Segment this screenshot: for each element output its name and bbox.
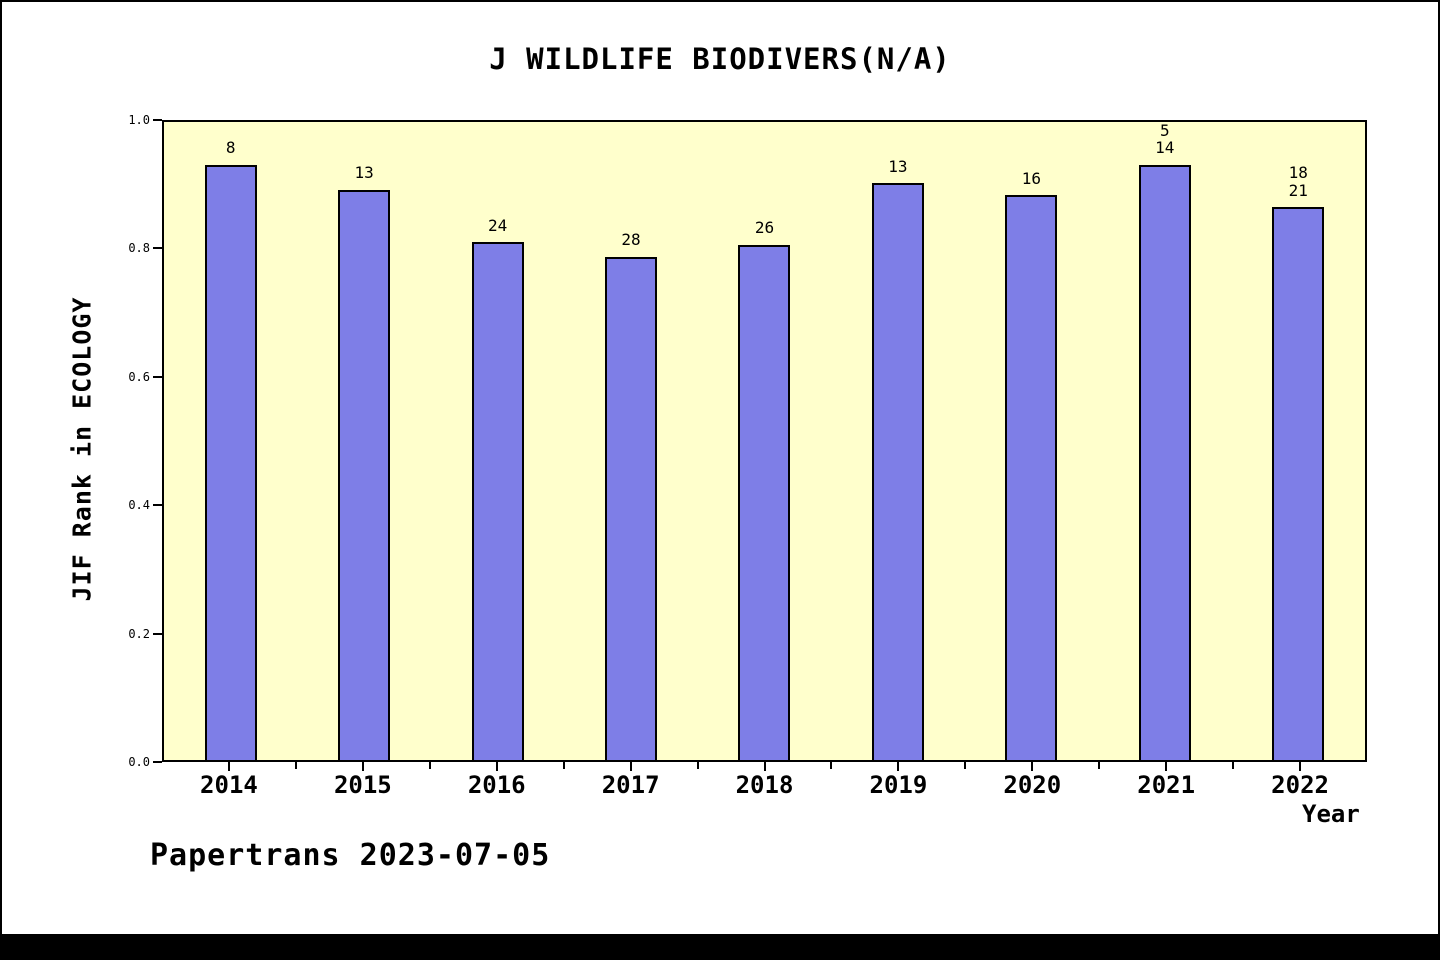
y-tick-mark: [153, 632, 162, 635]
y-tick-mark: [153, 504, 162, 507]
y-tick-label-0.8: 0.8: [128, 241, 150, 256]
bar-value-label: 5 14: [1155, 121, 1175, 158]
bar-value-label: 16: [1021, 169, 1041, 189]
x-minor-tick-mark: [1232, 762, 1235, 769]
x-tick-label-2017: 2017: [601, 771, 660, 799]
chart-title: J WILDLIFE BIODIVERS(N/A): [489, 42, 951, 76]
x-axis-tick-labels: 2014 2015 2016 2017 2018 2019 2020 2021 2022: [162, 771, 1367, 799]
x-minor-tick-mark: [964, 762, 967, 769]
bar-value-label: 24: [487, 215, 508, 235]
bar-value-label: 13: [354, 163, 374, 183]
bar-2019[interactable]: [871, 183, 924, 760]
x-tick-mark: [361, 762, 364, 771]
x-minor-tick-mark: [294, 762, 297, 769]
bar-2021[interactable]: [1138, 164, 1191, 760]
y-tick-label-0.6: 0.6: [128, 369, 150, 384]
bar-value-label: 18 21: [1288, 163, 1308, 200]
bar-slot: 5 14: [1098, 122, 1231, 760]
y-tick-mark: [153, 247, 162, 250]
bar-value-label: 26: [754, 218, 775, 238]
x-tick-mark: [495, 762, 498, 771]
x-minor-tick-mark: [696, 762, 699, 769]
bar-slot: 16: [965, 122, 1098, 760]
bar-2018[interactable]: [738, 244, 791, 760]
bar-value-label: 8: [225, 138, 236, 158]
x-minor-tick-mark: [830, 762, 833, 769]
bar-2020[interactable]: [1005, 195, 1058, 760]
x-tick-label-2018: 2018: [735, 771, 794, 799]
y-tick-mark: [153, 761, 162, 763]
bar-2015[interactable]: [338, 189, 391, 760]
bar-2017[interactable]: [605, 256, 658, 760]
x-axis-label: Year: [1302, 800, 1360, 828]
x-tick-label-2016: 2016: [467, 771, 526, 799]
x-tick-label-2021: 2021: [1137, 771, 1196, 799]
y-tick-label-0.4: 0.4: [128, 498, 150, 513]
x-tick-label-2020: 2020: [1003, 771, 1062, 799]
x-tick-label-2015: 2015: [333, 771, 392, 799]
bar-slot: 13: [297, 122, 430, 760]
bar-slot: 8: [164, 122, 297, 760]
y-tick-label-1.0: 1.0: [128, 113, 150, 127]
bars-container: 8 13 24 28 26 13 16 5 14 18 21: [164, 122, 1365, 760]
x-tick-mark: [1299, 762, 1302, 771]
x-minor-tick-mark: [562, 762, 565, 769]
bar-2014[interactable]: [204, 164, 257, 760]
x-minor-tick-mark: [1098, 762, 1101, 769]
x-tick-mark: [227, 762, 230, 771]
bar-slot: 26: [698, 122, 831, 760]
plot-area: 8 13 24 28 26 13 16 5 14 18 21: [162, 120, 1367, 762]
bottom-border-band: [2, 934, 1438, 958]
bar-value-label: 28: [621, 230, 641, 250]
x-tick-mark: [629, 762, 632, 771]
x-tick-label-2019: 2019: [869, 771, 928, 799]
y-axis-label: JIF Rank in ECOLOGY: [67, 296, 97, 602]
bar-2016[interactable]: [471, 241, 524, 760]
bar-slot: 24: [431, 122, 564, 760]
x-tick-mark: [1165, 762, 1168, 771]
bar-slot: 28: [564, 122, 697, 760]
x-tick-label-2014: 2014: [200, 771, 258, 799]
bar-value-label: 13: [888, 156, 908, 176]
x-tick-mark: [897, 762, 900, 771]
x-tick-mark: [1031, 762, 1034, 771]
footer-text: Papertrans 2023-07-05: [150, 838, 551, 873]
x-tick-mark: [763, 762, 766, 771]
y-tick-label-0.2: 0.2: [128, 626, 150, 641]
y-tick-mark: [153, 119, 162, 121]
x-tick-label-2022: 2022: [1271, 771, 1329, 799]
y-tick-mark: [153, 375, 162, 378]
bar-slot: 13: [831, 122, 964, 760]
bar-2022[interactable]: [1272, 206, 1325, 760]
y-tick-label-0.0: 0.0: [128, 755, 150, 769]
x-minor-tick-mark: [428, 762, 431, 769]
bar-slot: 18 21: [1232, 122, 1365, 760]
